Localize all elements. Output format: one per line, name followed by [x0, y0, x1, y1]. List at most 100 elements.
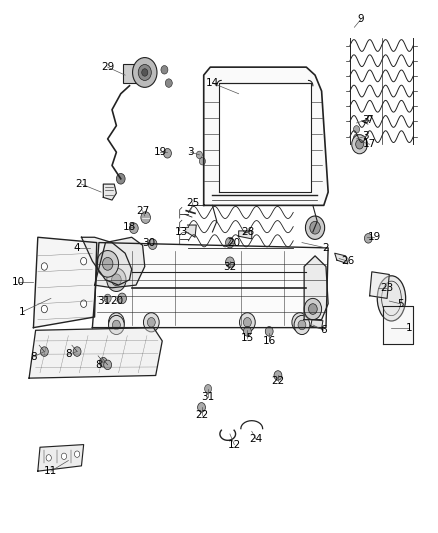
Circle shape — [46, 455, 51, 461]
Polygon shape — [311, 320, 323, 329]
Polygon shape — [204, 67, 328, 205]
Circle shape — [148, 239, 157, 249]
Text: 19: 19 — [153, 147, 167, 157]
Polygon shape — [92, 243, 328, 328]
Circle shape — [244, 318, 251, 327]
Polygon shape — [370, 272, 389, 298]
Circle shape — [130, 223, 138, 233]
Text: 28: 28 — [241, 227, 254, 237]
Circle shape — [196, 151, 202, 159]
Text: 2: 2 — [323, 243, 329, 253]
Text: 20: 20 — [110, 296, 123, 306]
Circle shape — [226, 257, 234, 268]
Circle shape — [97, 251, 119, 277]
Text: 13: 13 — [175, 227, 188, 237]
Circle shape — [356, 140, 364, 149]
Circle shape — [138, 64, 151, 80]
Text: 22: 22 — [271, 376, 285, 386]
Circle shape — [244, 327, 251, 336]
Text: 8: 8 — [30, 352, 37, 362]
Circle shape — [298, 320, 306, 330]
Circle shape — [240, 313, 255, 332]
Circle shape — [308, 304, 317, 314]
Circle shape — [41, 263, 47, 270]
Polygon shape — [304, 256, 328, 320]
Text: 7: 7 — [366, 115, 373, 125]
Text: 19: 19 — [367, 232, 381, 243]
Polygon shape — [95, 237, 145, 288]
Polygon shape — [383, 306, 413, 344]
Text: 5: 5 — [397, 298, 403, 309]
Polygon shape — [186, 225, 196, 237]
Text: 1: 1 — [406, 322, 412, 333]
Circle shape — [274, 370, 282, 380]
Circle shape — [118, 293, 127, 304]
Polygon shape — [239, 231, 252, 239]
Circle shape — [265, 327, 273, 336]
Text: 18: 18 — [123, 222, 136, 232]
Circle shape — [304, 298, 321, 320]
Circle shape — [292, 313, 307, 332]
Text: 17: 17 — [363, 139, 376, 149]
Circle shape — [353, 134, 360, 142]
Circle shape — [107, 268, 126, 292]
Text: 25: 25 — [186, 198, 199, 208]
Text: 11: 11 — [44, 466, 57, 476]
Text: 30: 30 — [143, 238, 155, 247]
Text: 31: 31 — [97, 296, 110, 306]
Text: 10: 10 — [11, 278, 25, 287]
Text: 23: 23 — [381, 283, 394, 293]
Circle shape — [165, 79, 172, 87]
Circle shape — [41, 305, 47, 313]
Ellipse shape — [377, 276, 406, 321]
Circle shape — [73, 347, 81, 357]
Circle shape — [144, 313, 159, 332]
Text: 1: 1 — [19, 306, 26, 317]
Polygon shape — [81, 237, 132, 285]
Circle shape — [296, 318, 304, 327]
Text: 6: 6 — [321, 325, 327, 335]
Text: 9: 9 — [357, 14, 364, 25]
Circle shape — [109, 313, 124, 332]
Circle shape — [294, 316, 310, 335]
Text: 3: 3 — [362, 115, 369, 125]
Circle shape — [113, 320, 120, 330]
Polygon shape — [29, 328, 162, 378]
Text: 26: 26 — [341, 256, 354, 266]
Text: 16: 16 — [263, 336, 276, 346]
Text: 15: 15 — [241, 333, 254, 343]
Polygon shape — [33, 237, 97, 328]
Circle shape — [117, 173, 125, 184]
Circle shape — [161, 66, 168, 74]
Text: 29: 29 — [101, 62, 114, 72]
Circle shape — [99, 358, 107, 367]
Text: 14: 14 — [206, 78, 219, 88]
Circle shape — [141, 212, 150, 223]
Circle shape — [40, 347, 48, 357]
Polygon shape — [103, 184, 117, 200]
Text: 3: 3 — [362, 131, 369, 141]
Text: 22: 22 — [195, 410, 208, 421]
Circle shape — [112, 274, 121, 286]
Circle shape — [61, 453, 67, 459]
Circle shape — [205, 384, 212, 393]
Circle shape — [81, 300, 87, 308]
Circle shape — [198, 402, 205, 412]
Circle shape — [104, 360, 112, 369]
Circle shape — [133, 58, 157, 87]
Text: 32: 32 — [223, 262, 237, 271]
Circle shape — [74, 451, 80, 457]
Circle shape — [163, 149, 171, 158]
Circle shape — [353, 126, 360, 133]
Circle shape — [226, 237, 234, 248]
Circle shape — [305, 216, 325, 239]
Polygon shape — [219, 83, 311, 192]
Circle shape — [148, 318, 155, 327]
Circle shape — [310, 221, 320, 234]
Circle shape — [352, 135, 367, 154]
Polygon shape — [335, 253, 348, 264]
Circle shape — [109, 316, 124, 335]
Circle shape — [81, 257, 87, 265]
Text: 31: 31 — [201, 392, 215, 402]
Circle shape — [199, 158, 205, 165]
